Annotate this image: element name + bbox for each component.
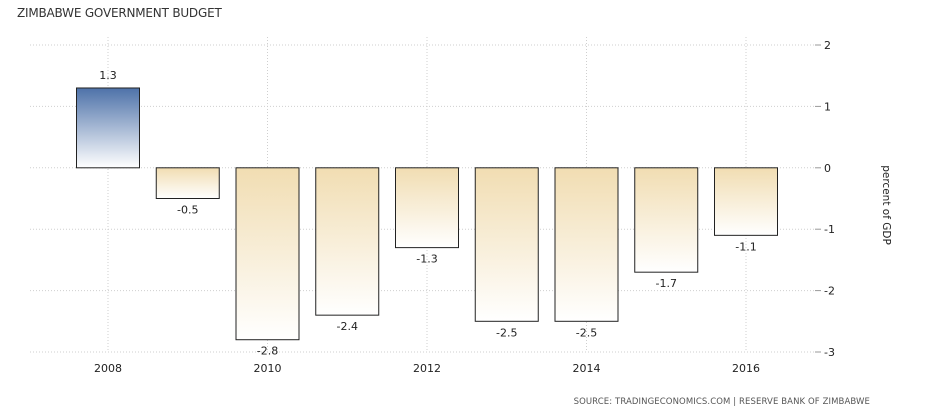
bar-2009: [155, 167, 220, 200]
data-label-2014: -2.5: [576, 326, 597, 339]
data-label-2008: 1.3: [99, 69, 117, 82]
data-label-2010: -2.8: [257, 345, 278, 358]
y-tick-label: 0: [824, 162, 831, 175]
y-tick-label: 1: [824, 100, 831, 113]
data-label-2012: -1.3: [416, 253, 437, 266]
data-label-2011: -2.4: [337, 320, 358, 333]
y-axis-ticks: 2 1 0 -1 -2 -3: [815, 39, 835, 359]
x-tick-label: 2016: [732, 362, 760, 375]
source-note: SOURCE: TRADINGECONOMICS.COM | RESERVE B…: [573, 397, 870, 407]
x-tick-label: 2012: [413, 362, 441, 375]
y-axis-title: percent of GDP: [880, 165, 892, 245]
bar-2012: [395, 167, 459, 249]
bars: [76, 87, 778, 341]
data-label-2013: -2.5: [496, 326, 517, 339]
bar-2015: [634, 167, 699, 273]
x-tick-label: 2010: [254, 362, 282, 375]
data-labels: 1.3 -0.5 -2.8 -2.4 -1.3 -2.5 -2.5 -1.7 -1.1: [99, 69, 756, 358]
y-tick-label: 2: [824, 39, 831, 52]
data-label-2016: -1.1: [735, 240, 756, 253]
y-tick-label: -1: [824, 223, 835, 236]
data-label-2015: -1.7: [656, 277, 677, 290]
bar-2010: [235, 167, 300, 341]
chart-title: ZIMBABWE GOVERNMENT BUDGET: [17, 6, 222, 20]
bar-2011: [315, 167, 380, 316]
bar-2016: [714, 167, 778, 236]
y-tick-label: -3: [824, 346, 835, 359]
x-tick-label: 2008: [94, 362, 122, 375]
bar-2013: [474, 167, 539, 322]
x-tick-label: 2014: [573, 362, 601, 375]
x-axis-ticks: 2008 2010 2012 2014 2016: [94, 362, 760, 375]
bar-2008: [76, 87, 140, 169]
y-tick-label: -2: [824, 285, 835, 298]
bar-2014: [554, 167, 619, 322]
data-label-2009: -0.5: [177, 204, 198, 217]
